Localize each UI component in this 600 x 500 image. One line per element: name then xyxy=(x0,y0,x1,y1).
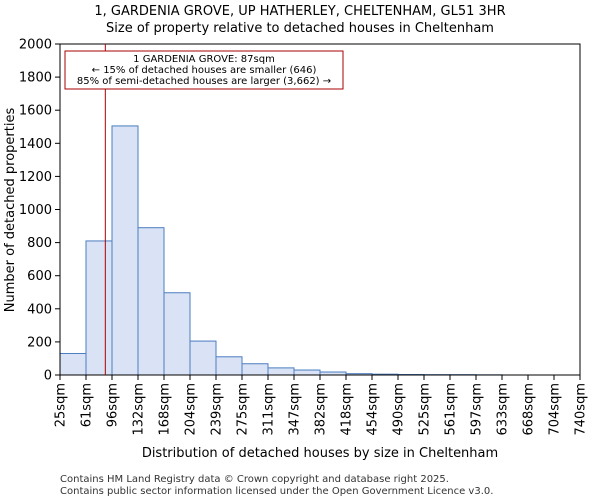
x-tick-label: 239sqm xyxy=(210,383,225,436)
y-tick-label: 1600 xyxy=(19,104,52,119)
annotation-line2: ← 15% of detached houses are smaller (64… xyxy=(92,65,317,76)
x-tick-label: 454sqm xyxy=(366,383,381,436)
y-tick-label: 1000 xyxy=(19,203,52,218)
y-tick-label: 1200 xyxy=(19,170,52,185)
x-tick-label: 490sqm xyxy=(392,383,407,436)
x-axis: 25sqm 61sqm 96sqm 132sqm 168sqm 204sqm 239sqm 2… xyxy=(54,375,589,436)
histogram-bar xyxy=(163,292,191,376)
y-tick-label: 0 xyxy=(44,369,52,384)
chart-title: 1, GARDENIA GROVE, UP HATHERLEY, CHELTEN… xyxy=(94,4,505,19)
plot-frame xyxy=(59,43,581,376)
x-tick-label: 561sqm xyxy=(444,383,459,436)
histogram-bar xyxy=(215,356,243,376)
y-axis-label: Number of detached properties xyxy=(3,108,18,313)
histogram-bar xyxy=(241,363,269,376)
chart-subtitle: Size of property relative to detached ho… xyxy=(106,21,494,36)
x-tick-label: 25sqm xyxy=(54,383,69,427)
histogram-bar xyxy=(189,340,217,376)
x-tick-label: 382sqm xyxy=(314,383,329,436)
histogram-bar xyxy=(59,352,87,376)
y-tick-label: 1400 xyxy=(19,137,52,152)
x-tick-label: 275sqm xyxy=(236,383,251,436)
x-tick-label: 704sqm xyxy=(548,383,563,436)
histogram-bar xyxy=(111,125,139,376)
x-tick-label: 347sqm xyxy=(288,383,303,436)
annotation-line3: 85% of semi-detached houses are larger (… xyxy=(77,76,331,87)
x-tick-label: 633sqm xyxy=(496,383,511,436)
y-axis: 0 200 400 600 800 1000 1200 1400 1600 1800 2000 xyxy=(19,38,60,384)
histogram-bar xyxy=(293,369,321,376)
x-tick-label: 740sqm xyxy=(574,383,589,436)
histogram-bar xyxy=(85,240,113,376)
footer-line2: Contains public sector information licen… xyxy=(60,486,493,497)
x-tick-label: 168sqm xyxy=(158,383,173,436)
bars xyxy=(59,125,503,376)
x-tick-label: 597sqm xyxy=(470,383,485,436)
x-axis-label: Distribution of detached houses by size … xyxy=(142,446,498,461)
y-tick-label: 800 xyxy=(27,236,52,251)
annotation-frame xyxy=(64,50,344,90)
y-tick-label: 600 xyxy=(27,269,52,284)
x-tick-label: 132sqm xyxy=(132,383,147,436)
histogram-bar xyxy=(137,227,165,376)
y-tick-label: 400 xyxy=(27,302,52,317)
annotation-line1: 1 GARDENIA GROVE: 87sqm xyxy=(133,54,275,65)
y-tick-label: 200 xyxy=(27,335,52,350)
x-tick-label: 204sqm xyxy=(184,383,199,436)
x-tick-label: 311sqm xyxy=(262,383,277,436)
histogram-bar xyxy=(267,367,295,376)
y-tick-label: 1800 xyxy=(19,71,52,86)
x-tick-label: 96sqm xyxy=(106,383,121,427)
x-tick-label: 61sqm xyxy=(80,383,95,427)
footer-line1: Contains HM Land Registry data © Crown c… xyxy=(60,474,449,485)
x-tick-label: 668sqm xyxy=(522,383,537,436)
annotation-box: 1 GARDENIA GROVE: 87sqm ← 15% of detache… xyxy=(64,50,344,90)
y-tick-label: 2000 xyxy=(19,38,52,53)
x-tick-label: 418sqm xyxy=(340,383,355,436)
x-tick-label: 525sqm xyxy=(418,383,433,436)
